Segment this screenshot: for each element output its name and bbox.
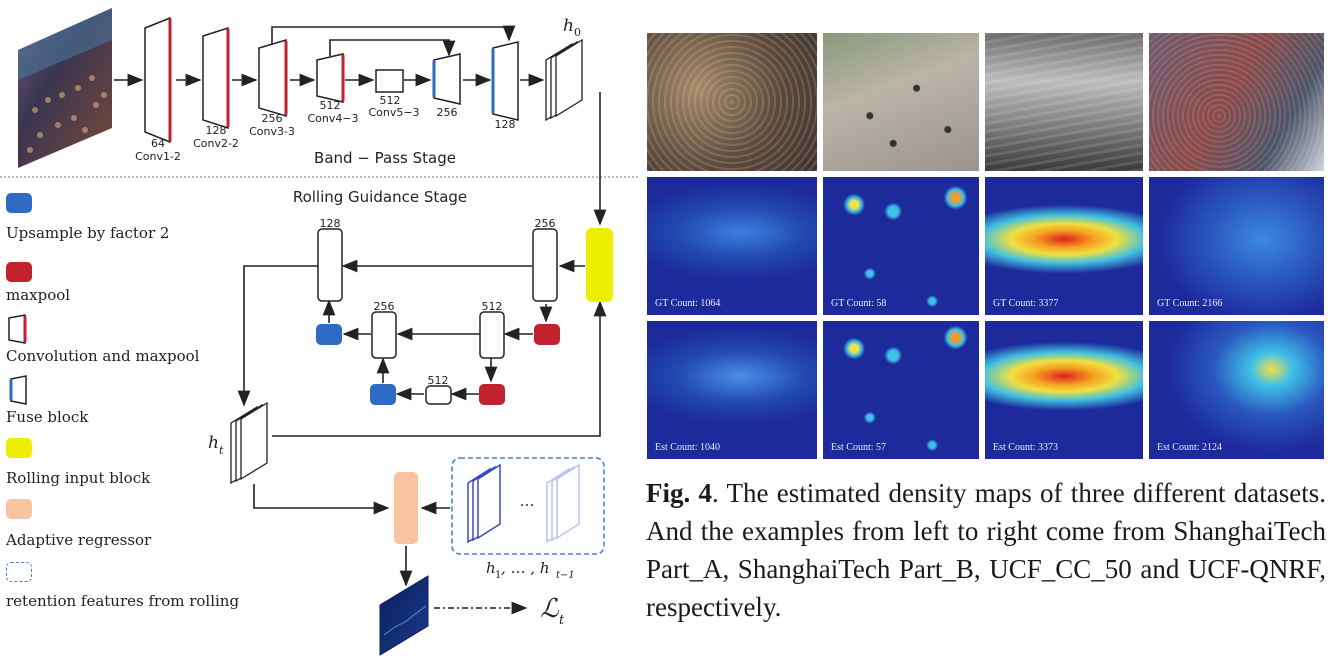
- svg-text:t−1: t−1: [556, 570, 575, 581]
- fuse256-channels: 256: [437, 106, 458, 119]
- legend-fuse-icon: [9, 375, 27, 405]
- conv2-channels: 128: [206, 124, 227, 137]
- hidden-sequence-label: h 1 , … , h t−1: [486, 559, 575, 581]
- h0-feature-stack: [545, 38, 583, 122]
- conv3-channels: 256: [262, 112, 283, 125]
- gt-count-2: GT Count: 58: [831, 298, 887, 309]
- conv3-3-block: [258, 38, 288, 118]
- conv1-channels: 64: [151, 137, 165, 150]
- legend-retention-label: retention features from rolling: [6, 592, 240, 610]
- adaptive-regressor-block: [394, 472, 418, 544]
- figure-caption-label: Fig. 4: [646, 478, 713, 508]
- legend-upsample-label: Upsample by factor 2: [6, 224, 170, 242]
- conv2-name: Conv2-2: [193, 137, 239, 150]
- fuse128-channels: 128: [495, 118, 516, 131]
- svg-text:1: 1: [495, 570, 501, 581]
- conv4-name: Conv4−3: [307, 112, 358, 125]
- est-count-2: Est Count: 57: [831, 442, 887, 453]
- upsample-block-1: [316, 324, 342, 345]
- rolling-block-128: [317, 228, 343, 302]
- est-count-1: Est Count: 1040: [655, 442, 721, 453]
- gt-density-map-2: GT Count: 58: [822, 176, 980, 316]
- est-count-3: Est Count: 3373: [993, 442, 1059, 453]
- est-density-map-2: Est Count: 57: [822, 320, 980, 460]
- ht-subscript: t: [219, 444, 224, 457]
- rolling-label-256-top: 256: [535, 217, 556, 230]
- legend-fuse-label: Fuse block: [6, 408, 89, 426]
- est-count-4: Est Count: 2124: [1157, 442, 1223, 453]
- est-density-map-1: Est Count: 1040: [646, 320, 818, 460]
- rolling-label-512-small: 512: [428, 374, 449, 387]
- gt-count-4: GT Count: 2166: [1157, 298, 1223, 309]
- loss-symbol: ℒ: [540, 594, 560, 624]
- maxpool-block-1: [534, 324, 560, 345]
- svg-text:h: h: [486, 559, 496, 577]
- legend-conv-label: Convolution and maxpool: [6, 347, 200, 365]
- rolling-block-256-top: [532, 228, 558, 302]
- legend-regressor-swatch: [6, 499, 32, 519]
- rolling-label-128: 128: [320, 217, 341, 230]
- retention-stack-light: [546, 463, 580, 544]
- est-density-map-3: Est Count: 3373: [984, 320, 1144, 460]
- legend-conv-icon: [8, 314, 27, 344]
- svg-text:, … , h: , … , h: [501, 559, 550, 577]
- maxpool-block-2: [479, 384, 505, 405]
- conv1-name: Conv1-2: [135, 150, 181, 163]
- figure-caption-text: . The estimated density maps of three di…: [646, 478, 1326, 622]
- legend-regressor-label: Adaptive regressor: [6, 531, 152, 549]
- conv5-channels: 512: [380, 94, 401, 107]
- gt-density-map-4: GT Count: 2166: [1148, 176, 1325, 316]
- crowd-photo-4: [1148, 32, 1325, 172]
- h0-label: h: [563, 16, 574, 36]
- upsample-block-2: [370, 384, 396, 405]
- retention-features-box: [451, 457, 605, 555]
- legend-rolling-input-label: Rolling input block: [6, 469, 151, 487]
- fuse-block-256: [432, 53, 461, 105]
- rolling-input-block: [586, 228, 613, 302]
- crowd-photo-3: [984, 32, 1144, 172]
- gt-density-map-3: GT Count: 3377: [984, 176, 1144, 316]
- legend-maxpool-swatch: [6, 262, 32, 282]
- conv4-channels: 512: [320, 99, 341, 112]
- conv5-name: Conv5−3: [368, 106, 419, 119]
- band-pass-stage-title: Band − Pass Stage: [314, 149, 456, 167]
- conv1-2-block: [144, 16, 172, 144]
- gt-count-3: GT Count: 3377: [993, 298, 1059, 309]
- est-density-map-4: Est Count: 2124: [1148, 320, 1325, 460]
- retention-ellipsis: …: [520, 492, 535, 510]
- conv3-name: Conv3-3: [249, 125, 295, 138]
- figure-caption: Fig. 4. The estimated density maps of th…: [646, 474, 1326, 626]
- conv2-2-block: [202, 26, 230, 130]
- crowd-photo-1: [646, 32, 818, 172]
- ht-feature-stack: [230, 401, 268, 485]
- conv5-3-block: [375, 69, 404, 93]
- architecture-diagram: 64 Conv1-2 128 Conv2-2 256 Conv3-3 512 C…: [0, 8, 640, 656]
- legend-retention-swatch: [6, 562, 32, 582]
- rolling-label-512: 512: [482, 300, 503, 313]
- legend-upsample-swatch: [6, 193, 32, 213]
- gt-density-map-1: GT Count: 1064: [646, 176, 818, 316]
- crowd-photo-2: [822, 32, 980, 172]
- loss-subscript: t: [559, 613, 565, 628]
- rolling-block-256: [371, 311, 397, 359]
- legend-maxpool-label: maxpool: [6, 286, 71, 304]
- input-image: [18, 8, 112, 168]
- rolling-guidance-stage-title: Rolling Guidance Stage: [293, 188, 467, 206]
- rolling-block-512-small: [425, 385, 452, 405]
- output-density-map: [379, 575, 429, 656]
- retention-stack-dark: [467, 463, 501, 544]
- h0-subscript: 0: [574, 26, 581, 39]
- gt-count-1: GT Count: 1064: [655, 298, 721, 309]
- fuse-block-128: [491, 41, 519, 121]
- rolling-block-512: [479, 311, 505, 359]
- legend-rolling-input-swatch: [6, 438, 32, 458]
- conv4-3-block: [316, 53, 345, 103]
- rolling-label-256: 256: [374, 300, 395, 313]
- density-map-figure: GT Count: 1064 GT Count: 58 GT Count: 33…: [646, 32, 1325, 460]
- ht-label: h: [208, 433, 219, 453]
